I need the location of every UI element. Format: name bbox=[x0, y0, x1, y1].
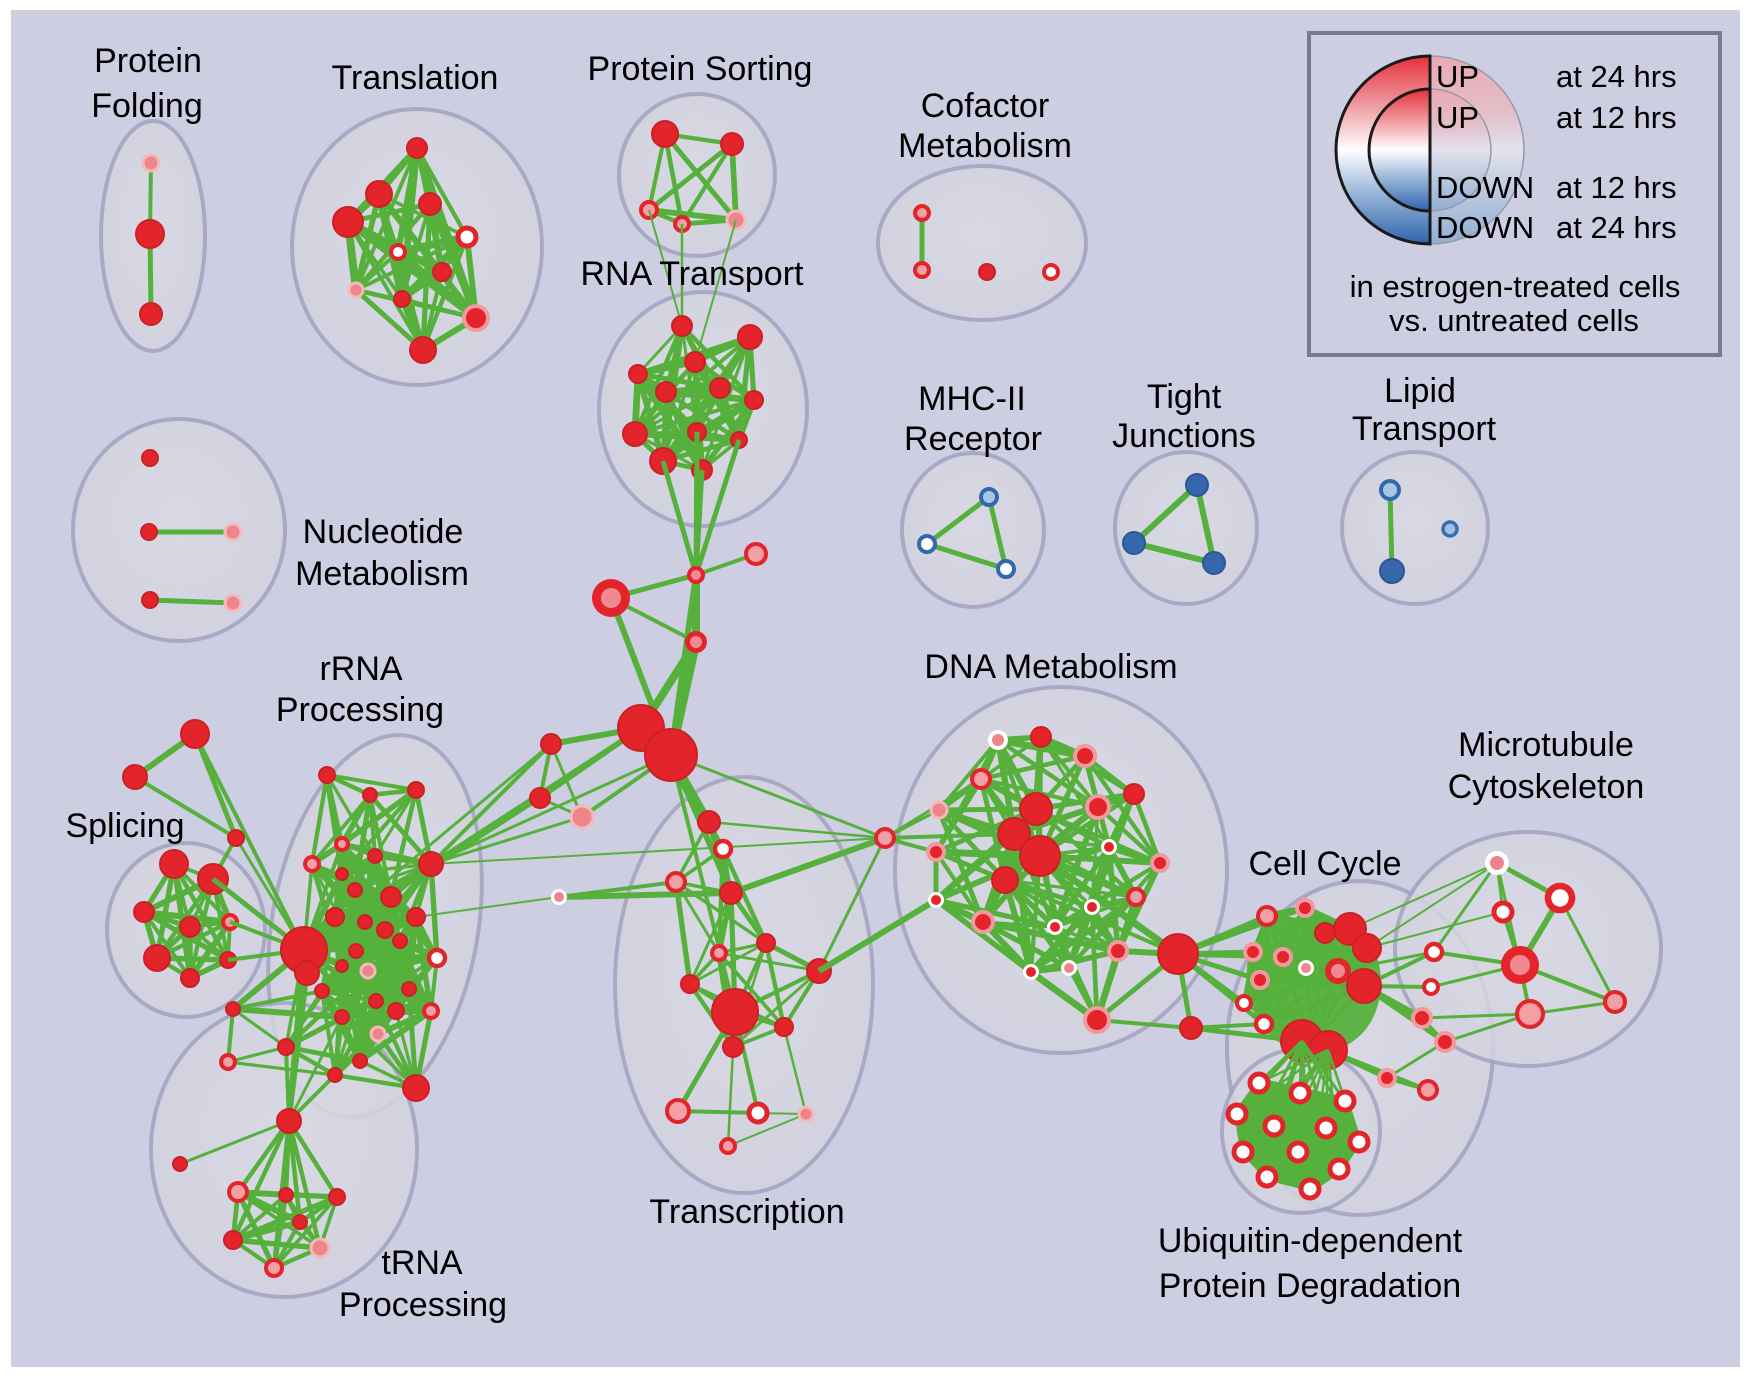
svg-text:Microtubule: Microtubule bbox=[1458, 726, 1634, 764]
svg-text:Protein: Protein bbox=[94, 42, 202, 80]
svg-text:in estrogen-treated cells: in estrogen-treated cells bbox=[1350, 269, 1681, 304]
svg-text:Metabolism: Metabolism bbox=[898, 127, 1072, 165]
svg-text:at 24 hrs: at 24 hrs bbox=[1556, 210, 1677, 245]
svg-text:DOWN: DOWN bbox=[1436, 210, 1534, 245]
svg-text:Protein Sorting: Protein Sorting bbox=[588, 50, 813, 88]
svg-text:Junctions: Junctions bbox=[1112, 417, 1256, 455]
svg-text:DOWN: DOWN bbox=[1436, 170, 1534, 205]
svg-text:UP: UP bbox=[1436, 59, 1479, 94]
svg-text:Transport: Transport bbox=[1352, 410, 1497, 448]
svg-text:RNA Transport: RNA Transport bbox=[581, 255, 805, 293]
svg-text:Tight: Tight bbox=[1147, 378, 1222, 416]
svg-text:rRNA: rRNA bbox=[319, 650, 402, 688]
svg-text:Ubiquitin-dependent: Ubiquitin-dependent bbox=[1158, 1222, 1463, 1260]
svg-text:tRNA: tRNA bbox=[381, 1244, 463, 1282]
svg-text:Nucleotide: Nucleotide bbox=[303, 513, 464, 551]
svg-text:Lipid: Lipid bbox=[1384, 372, 1456, 410]
svg-text:Protein Degradation: Protein Degradation bbox=[1159, 1267, 1461, 1305]
svg-text:vs. untreated cells: vs. untreated cells bbox=[1389, 303, 1639, 338]
svg-text:Translation: Translation bbox=[332, 59, 499, 97]
svg-text:Metabolism: Metabolism bbox=[295, 555, 469, 593]
svg-text:DNA Metabolism: DNA Metabolism bbox=[924, 648, 1177, 686]
svg-text:Cytoskeleton: Cytoskeleton bbox=[1448, 768, 1645, 806]
svg-text:MHC-II: MHC-II bbox=[918, 380, 1026, 418]
svg-text:at 24 hrs: at 24 hrs bbox=[1556, 59, 1677, 94]
svg-text:Folding: Folding bbox=[91, 87, 203, 125]
svg-text:Receptor: Receptor bbox=[904, 420, 1042, 458]
svg-text:UP: UP bbox=[1436, 100, 1479, 135]
svg-text:at 12 hrs: at 12 hrs bbox=[1556, 100, 1677, 135]
svg-text:at 12 hrs: at 12 hrs bbox=[1556, 170, 1677, 205]
svg-text:Splicing: Splicing bbox=[65, 807, 184, 845]
svg-text:Processing: Processing bbox=[276, 691, 444, 729]
svg-text:Cell Cycle: Cell Cycle bbox=[1248, 845, 1401, 883]
svg-text:Processing: Processing bbox=[339, 1286, 507, 1324]
svg-text:Transcription: Transcription bbox=[649, 1193, 844, 1231]
svg-text:Cofactor: Cofactor bbox=[921, 87, 1050, 125]
